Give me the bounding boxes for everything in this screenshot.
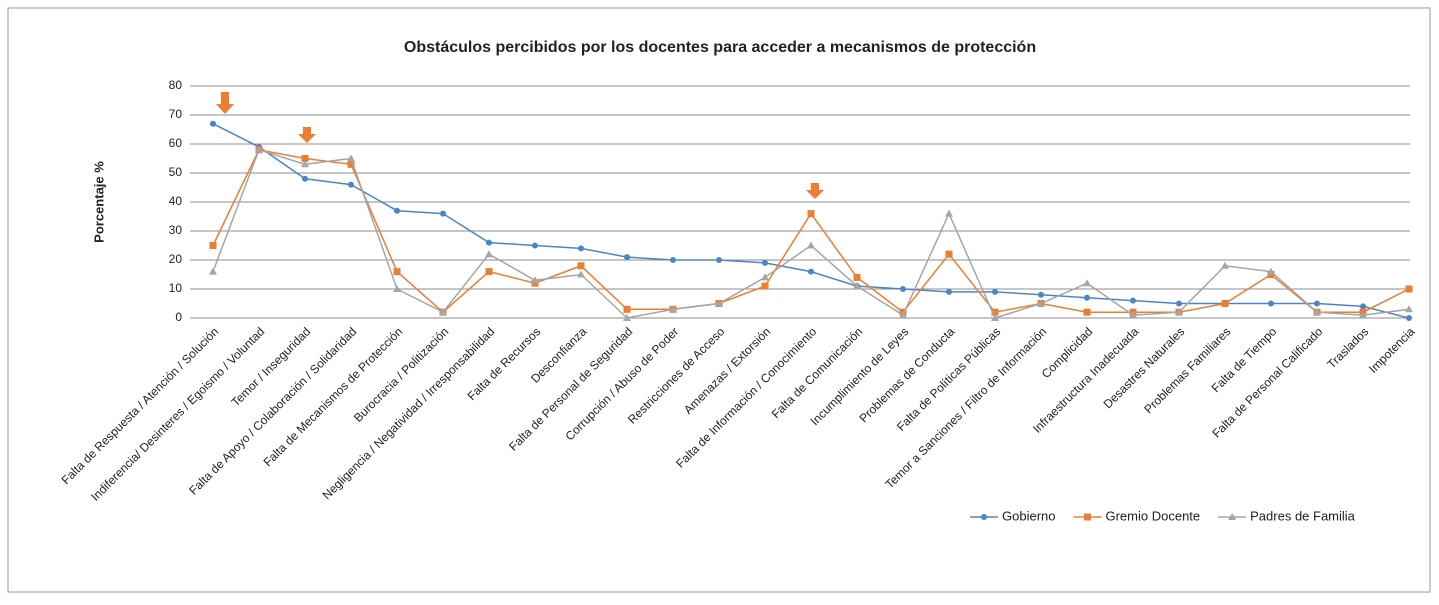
point (623, 305, 631, 313)
point (578, 245, 584, 252)
point (1314, 300, 1320, 307)
point (1175, 308, 1183, 316)
legend-label: Padres de Familia (1250, 508, 1356, 523)
y-tick-label: 60 (169, 136, 183, 150)
point (900, 286, 906, 292)
point (1406, 315, 1412, 321)
y-tick-label: 80 (169, 78, 183, 92)
point (485, 268, 493, 276)
point (807, 210, 815, 218)
point (1176, 300, 1182, 307)
point (394, 207, 400, 214)
point (1360, 303, 1366, 310)
point (440, 210, 446, 217)
point (486, 239, 492, 246)
y-tick-label: 10 (169, 281, 183, 295)
point (1130, 297, 1136, 304)
point (439, 308, 447, 316)
arrow (216, 92, 234, 114)
point (1084, 294, 1090, 301)
point (347, 160, 355, 168)
point (393, 285, 401, 292)
point (210, 120, 216, 127)
point (808, 268, 814, 275)
point (807, 241, 815, 249)
point (255, 145, 263, 153)
point (1228, 513, 1237, 520)
legend-label: Gremio Docente (1105, 508, 1200, 523)
point (991, 314, 999, 321)
point (1405, 285, 1413, 293)
point (347, 154, 355, 162)
legend-label: Gobierno (1002, 508, 1055, 523)
point (209, 242, 217, 249)
point (981, 514, 987, 520)
point (761, 273, 769, 281)
point (485, 250, 493, 258)
arrow (298, 127, 316, 143)
point (209, 267, 217, 275)
point (945, 209, 953, 217)
point (577, 262, 585, 270)
point (531, 276, 539, 284)
point (761, 282, 769, 290)
point (991, 308, 999, 316)
point (945, 250, 953, 258)
y-tick-label: 0 (175, 310, 182, 324)
point (899, 311, 907, 319)
arrow (806, 183, 824, 199)
point (301, 160, 309, 168)
point (1405, 305, 1413, 313)
y-tick-label: 30 (169, 223, 183, 237)
y-tick-label: 70 (169, 107, 183, 121)
point (1037, 299, 1045, 307)
y-tick-label: 40 (169, 194, 183, 208)
point (669, 305, 677, 313)
point (1129, 311, 1137, 319)
point (1038, 291, 1044, 298)
point (716, 257, 722, 263)
point (1221, 261, 1229, 269)
point (1267, 267, 1275, 275)
point (302, 175, 308, 182)
point (301, 155, 309, 162)
point (992, 288, 998, 295)
point (1221, 300, 1229, 307)
point (715, 299, 723, 307)
chart-title: Obstáculos percibidos por los docentes p… (404, 39, 1036, 56)
point (577, 270, 585, 278)
point (670, 257, 676, 263)
y-tick-label: 20 (169, 252, 183, 266)
point (853, 273, 861, 281)
point (393, 268, 401, 276)
point (1313, 308, 1321, 316)
point (1083, 279, 1091, 287)
point (623, 314, 631, 321)
y-axis-label: Porcentaje % (91, 161, 106, 243)
point (853, 282, 861, 290)
point (532, 242, 538, 249)
point (624, 254, 630, 261)
point (348, 181, 354, 188)
point (1268, 300, 1274, 307)
point (1359, 311, 1367, 319)
point (1083, 513, 1091, 521)
point (762, 259, 768, 266)
point (946, 288, 952, 295)
point (1083, 308, 1091, 316)
y-tick-label: 50 (169, 165, 183, 179)
